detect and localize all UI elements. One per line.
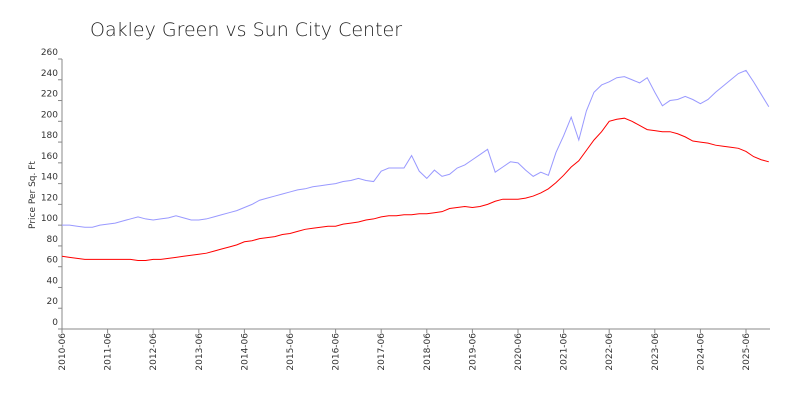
y-tick-label: 100 <box>41 214 58 224</box>
chart-title: Oakley Green vs Sun City Center <box>90 19 402 41</box>
x-tick-label: 2018-06 <box>423 333 433 371</box>
y-tick-label: 60 <box>47 256 59 266</box>
y-tick-label: 0 <box>52 318 58 328</box>
x-tick-label: 2011-06 <box>104 333 114 371</box>
y-tick-label: 80 <box>47 235 59 245</box>
y-tick-label: 120 <box>41 193 58 203</box>
y-tick-label: 140 <box>41 173 58 183</box>
x-tick-label: 2012-06 <box>149 333 159 371</box>
x-tick-label: 2021-06 <box>560 333 570 371</box>
y-tick-label: 40 <box>47 276 59 286</box>
x-tick-label: 2020-06 <box>514 333 524 371</box>
x-tick-label: 2014-06 <box>240 333 250 371</box>
y-tick-label: 220 <box>41 90 58 100</box>
x-tick-label: 2016-06 <box>332 333 342 371</box>
x-tick-label: 2022-06 <box>605 333 615 371</box>
data-line <box>62 69 770 228</box>
y-axis-label: Price Per Sq. Ft <box>28 161 38 229</box>
y-tick-label: 240 <box>41 69 58 79</box>
x-tick-label: 2013-06 <box>195 333 205 371</box>
y-tick-label: 20 <box>47 297 59 307</box>
y-tick-label: 200 <box>41 110 58 120</box>
x-tick-label: 2019-06 <box>468 333 478 371</box>
x-tick-label: 2024-06 <box>696 333 706 371</box>
x-tick-label: 2017-06 <box>377 333 387 371</box>
y-tick-label: 260 <box>41 48 58 58</box>
x-tick-label: 2023-06 <box>651 333 661 371</box>
x-tick-label: 2010-06 <box>58 333 68 371</box>
y-tick-label: 180 <box>41 131 58 141</box>
x-tick-label: 2025-06 <box>742 333 752 371</box>
data-line <box>61 117 769 261</box>
x-tick-label: 2015-06 <box>286 333 296 371</box>
y-tick-label: 160 <box>41 152 58 162</box>
